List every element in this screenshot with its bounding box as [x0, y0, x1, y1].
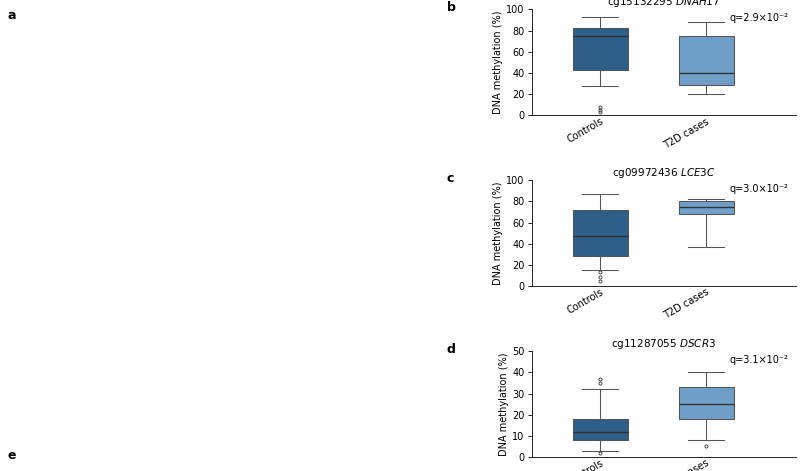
Text: q=3.1×10⁻²: q=3.1×10⁻² — [729, 355, 788, 365]
Bar — [678, 387, 734, 419]
Title: cg15132295 $\it{DNAH17}$: cg15132295 $\it{DNAH17}$ — [607, 0, 720, 9]
Y-axis label: DNA methylation (%): DNA methylation (%) — [494, 181, 503, 285]
Bar — [573, 210, 628, 256]
Y-axis label: DNA methylation (%): DNA methylation (%) — [494, 10, 503, 114]
Text: c: c — [447, 172, 454, 185]
Text: a: a — [8, 9, 17, 23]
Text: d: d — [447, 343, 456, 356]
Bar — [573, 419, 628, 440]
Title: cg11287055 $\it{DSCR3}$: cg11287055 $\it{DSCR3}$ — [611, 337, 716, 351]
Text: e: e — [8, 448, 17, 462]
Title: cg09972436 $\it{LCE3C}$: cg09972436 $\it{LCE3C}$ — [612, 166, 716, 180]
Text: q=2.9×10⁻²: q=2.9×10⁻² — [729, 13, 788, 23]
Text: q=3.0×10⁻²: q=3.0×10⁻² — [729, 184, 788, 194]
Bar — [678, 202, 734, 214]
Text: b: b — [447, 1, 456, 14]
Bar — [573, 28, 628, 70]
Y-axis label: DNA methylation (%): DNA methylation (%) — [499, 352, 510, 456]
Bar — [678, 36, 734, 85]
